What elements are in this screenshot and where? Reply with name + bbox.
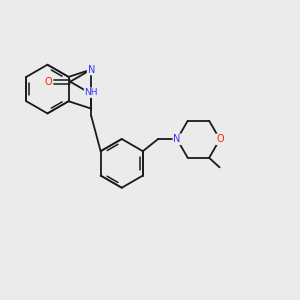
Text: O: O (216, 134, 224, 144)
Text: O: O (45, 77, 52, 87)
Text: N: N (173, 134, 181, 144)
Text: NH: NH (85, 88, 98, 97)
Text: N: N (88, 64, 95, 74)
